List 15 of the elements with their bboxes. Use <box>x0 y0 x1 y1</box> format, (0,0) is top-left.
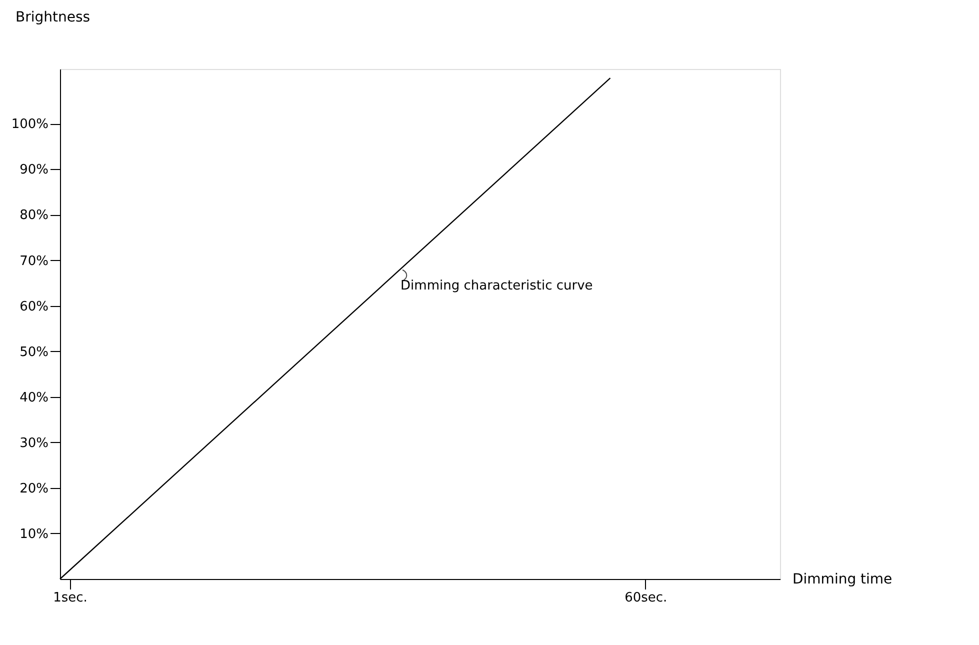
x-tick-label: 60sec. <box>624 590 668 606</box>
x-tick-label: 1sec. <box>53 590 88 606</box>
y-tick-label: 40% <box>20 390 48 406</box>
y-tick-label: 60% <box>20 299 48 314</box>
y-tick-label: 20% <box>20 481 48 496</box>
y-tick-label: 30% <box>20 436 48 451</box>
y-axis-title: Brightness <box>16 10 90 26</box>
y-tick-label: 80% <box>20 208 48 224</box>
y-tick-label: 50% <box>20 344 48 360</box>
y-tick-label: 10% <box>20 526 48 542</box>
annotation: Dimming characteristic curve <box>400 278 593 294</box>
y-tick-label: 100% <box>11 117 48 132</box>
x-axis-title: Dimming time <box>792 572 892 588</box>
y-tick-label: 70% <box>20 254 48 269</box>
y-tick-label: 90% <box>20 162 48 178</box>
